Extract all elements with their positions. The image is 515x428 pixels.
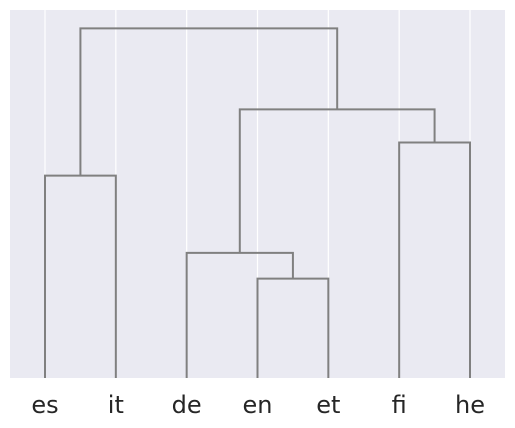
x-tick-labels: es it de en et fi he (31, 391, 485, 419)
x-tick-label: de (172, 391, 202, 419)
x-tick-label: fi (392, 391, 407, 419)
x-tick-label: it (108, 391, 124, 419)
x-tick-label: es (31, 391, 58, 419)
x-tick-label: he (455, 391, 485, 419)
x-tick-label: et (316, 391, 340, 419)
dendrogram-link (79, 27, 339, 176)
dendrogram-links (44, 27, 471, 378)
x-tick-label: en (243, 391, 273, 419)
